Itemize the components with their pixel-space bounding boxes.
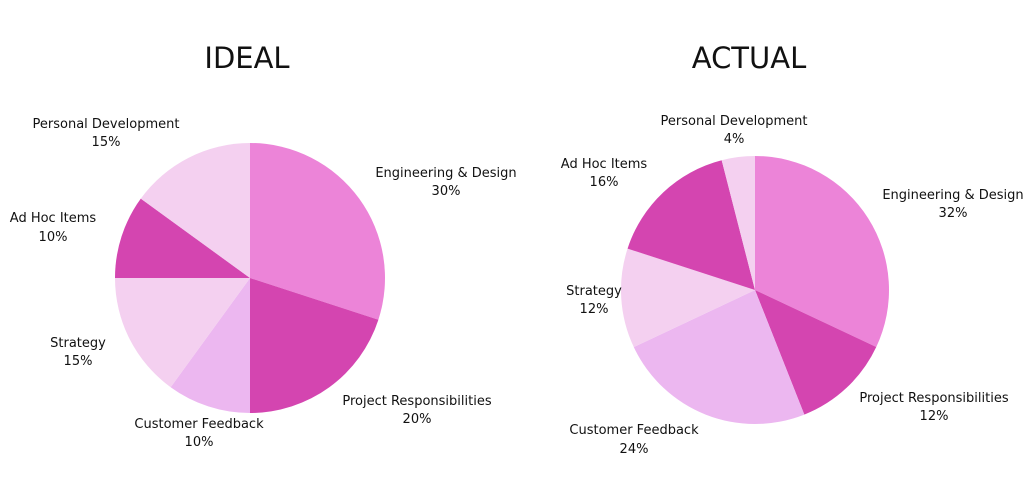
actual-label-project-responsibilities: Project Responsibilities [859, 391, 1008, 406]
actual-slice-project-responsibilities [755, 290, 877, 415]
ideal-slice-project-responsibilities [250, 278, 379, 413]
ideal-title: IDEAL [204, 41, 289, 75]
ideal-label-ad-hoc-items: Ad Hoc Items [10, 211, 97, 226]
actual-slices [621, 156, 890, 425]
ideal-label-customer-feedback: Customer Feedback [134, 417, 264, 432]
actual-slice-customer-feedback [633, 290, 805, 425]
actual-labels: Engineering & Design 32% Project Respons… [561, 114, 1024, 457]
actual-label-ad-hoc-items: Ad Hoc Items [561, 157, 648, 172]
actual-label-customer-feedback: Customer Feedback [569, 423, 699, 438]
ideal-value-project-responsibilities: 20% [403, 412, 432, 427]
ideal-slice-engineering-design [250, 143, 385, 320]
ideal-value-customer-feedback: 10% [185, 435, 214, 450]
actual-chart: ACTUAL Engineering & Design 32% Project … [561, 41, 1024, 457]
ideal-slice-personal-development [140, 143, 250, 278]
ideal-label-engineering-design: Engineering & Design [375, 166, 516, 181]
actual-value-personal-development: 4% [724, 132, 745, 147]
ideal-value-ad-hoc-items: 10% [39, 230, 68, 245]
actual-value-strategy: 12% [580, 302, 609, 317]
ideal-value-personal-development: 15% [92, 135, 121, 150]
actual-label-strategy: Strategy [566, 284, 622, 299]
actual-value-engineering-design: 32% [939, 206, 968, 221]
ideal-label-personal-development: Personal Development [33, 117, 180, 132]
ideal-label-project-responsibilities: Project Responsibilities [342, 394, 491, 409]
ideal-slice-customer-feedback [170, 278, 250, 413]
actual-value-customer-feedback: 24% [620, 442, 649, 457]
actual-title: ACTUAL [692, 41, 807, 75]
actual-value-ad-hoc-items: 16% [590, 175, 619, 190]
ideal-slices [115, 143, 385, 413]
actual-slice-personal-development [721, 156, 755, 290]
actual-label-engineering-design: Engineering & Design [882, 188, 1023, 203]
ideal-labels: Engineering & Design 30% Project Respons… [10, 117, 517, 450]
ideal-value-engineering-design: 30% [432, 184, 461, 199]
actual-slice-ad-hoc-items [627, 160, 755, 290]
ideal-value-strategy: 15% [64, 354, 93, 369]
actual-slice-engineering-design [755, 156, 890, 348]
actual-label-personal-development: Personal Development [661, 114, 808, 129]
ideal-label-strategy: Strategy [50, 336, 106, 351]
ideal-chart: IDEAL Engineering & Design 30% Project R… [10, 41, 517, 450]
actual-slice-strategy [621, 248, 755, 348]
actual-value-project-responsibilities: 12% [920, 409, 949, 424]
ideal-slice-strategy [115, 278, 250, 388]
ideal-slice-ad-hoc-items [115, 198, 250, 278]
